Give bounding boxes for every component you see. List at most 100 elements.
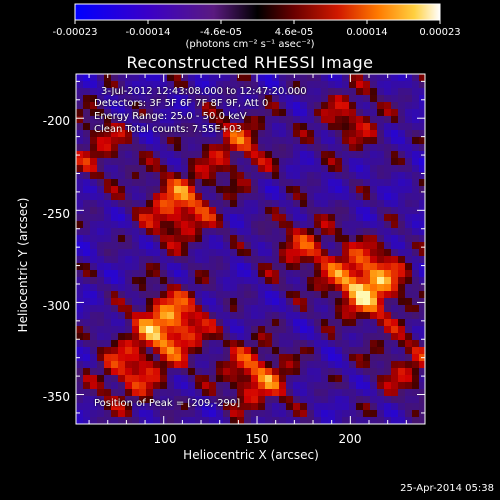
heatmap-cell — [216, 403, 224, 411]
heatmap-cell — [349, 179, 357, 187]
heatmap-cell — [419, 305, 425, 313]
heatmap-cell — [370, 361, 378, 369]
heatmap-cell — [202, 361, 210, 369]
heatmap-cell — [300, 151, 308, 159]
heatmap-cell — [132, 333, 140, 341]
heatmap-cell — [167, 179, 175, 187]
heatmap-cell — [244, 130, 252, 138]
heatmap-cell — [160, 305, 168, 313]
heatmap-cell — [132, 116, 140, 124]
heatmap-cell — [83, 354, 91, 362]
heatmap-cell — [139, 389, 147, 397]
heatmap-cell — [195, 284, 203, 292]
heatmap-cell — [377, 207, 385, 215]
heatmap-cell — [300, 354, 308, 362]
y-tick-label: -200 — [42, 114, 70, 128]
heatmap-cell — [118, 396, 126, 404]
heatmap-cell — [398, 130, 406, 138]
heatmap-cell — [300, 165, 308, 173]
colorbar-tick-label: -0.00014 — [125, 27, 171, 38]
heatmap-cell — [391, 270, 399, 278]
heatmap-cell — [181, 123, 189, 131]
heatmap-cell — [216, 361, 224, 369]
heatmap-cell — [335, 200, 343, 208]
heatmap-cell — [286, 165, 294, 173]
heatmap-cell — [160, 298, 168, 306]
heatmap-cell — [391, 368, 399, 376]
heatmap-cell — [412, 102, 420, 110]
heatmap-cell — [181, 368, 189, 376]
heatmap-cell — [223, 123, 231, 131]
heatmap-cell — [356, 165, 364, 173]
heatmap-cell — [76, 249, 84, 257]
heatmap-cell — [377, 319, 385, 327]
heatmap-cell — [363, 193, 371, 201]
heatmap-cell — [419, 277, 425, 285]
heatmap-cell — [405, 137, 413, 145]
heatmap-cell — [412, 95, 420, 103]
heatmap-cell — [265, 263, 273, 271]
heatmap-cell — [76, 74, 84, 82]
heatmap-cell — [237, 172, 245, 180]
heatmap-cell — [244, 319, 252, 327]
heatmap-cell — [391, 319, 399, 327]
heatmap-cell — [279, 123, 287, 131]
heatmap-cell — [258, 74, 266, 82]
heatmap-cell — [370, 291, 378, 299]
heatmap-cell — [153, 88, 161, 96]
heatmap-cell — [279, 284, 287, 292]
heatmap-cell — [335, 151, 343, 159]
heatmap-cell — [398, 396, 406, 404]
heatmap-cell — [132, 123, 140, 131]
heatmap-cell — [286, 228, 294, 236]
heatmap-cell — [223, 88, 231, 96]
heatmap-cell — [111, 207, 119, 215]
heatmap-cell — [405, 116, 413, 124]
heatmap-cell — [405, 354, 413, 362]
heatmap-cell — [342, 74, 350, 82]
heatmap-cell — [335, 270, 343, 278]
heatmap-cell — [167, 88, 175, 96]
heatmap-cell — [181, 291, 189, 299]
heatmap-cell — [286, 109, 294, 117]
heatmap-cell — [286, 417, 294, 424]
heatmap-cell — [132, 361, 140, 369]
heatmap-cell — [188, 165, 196, 173]
heatmap-cell — [230, 326, 238, 334]
heatmap-cell — [293, 312, 301, 320]
heatmap-cell — [293, 228, 301, 236]
heatmap-cell — [202, 382, 210, 390]
heatmap-cell — [188, 123, 196, 131]
heatmap-cell — [167, 410, 175, 418]
heatmap-cell — [293, 242, 301, 250]
heatmap-cell — [153, 193, 161, 201]
heatmap-cell — [363, 242, 371, 250]
heatmap-cell — [83, 382, 91, 390]
heatmap-cell — [398, 81, 406, 89]
heatmap-cell — [139, 249, 147, 257]
heatmap-cell — [139, 305, 147, 313]
heatmap-cell — [412, 417, 420, 424]
heatmap-cell — [223, 305, 231, 313]
heatmap-cell — [118, 263, 126, 271]
heatmap-cell — [286, 291, 294, 299]
heatmap-cell — [405, 158, 413, 166]
heatmap-cell — [181, 95, 189, 103]
heatmap-cell — [405, 214, 413, 222]
heatmap-cell — [83, 158, 91, 166]
heatmap-cell — [188, 144, 196, 152]
heatmap-cell — [195, 151, 203, 159]
heatmap-cell — [139, 144, 147, 152]
heatmap-cell — [76, 340, 84, 348]
heatmap-cell — [349, 263, 357, 271]
heatmap-cell — [356, 326, 364, 334]
heatmap-cell — [342, 270, 350, 278]
heatmap-cell — [377, 214, 385, 222]
heatmap-cell — [160, 95, 168, 103]
heatmap-cell — [244, 172, 252, 180]
heatmap-cell — [188, 88, 196, 96]
heatmap-cell — [209, 193, 217, 201]
heatmap-cell — [328, 165, 336, 173]
heatmap-cell — [209, 291, 217, 299]
heatmap-cell — [300, 347, 308, 355]
